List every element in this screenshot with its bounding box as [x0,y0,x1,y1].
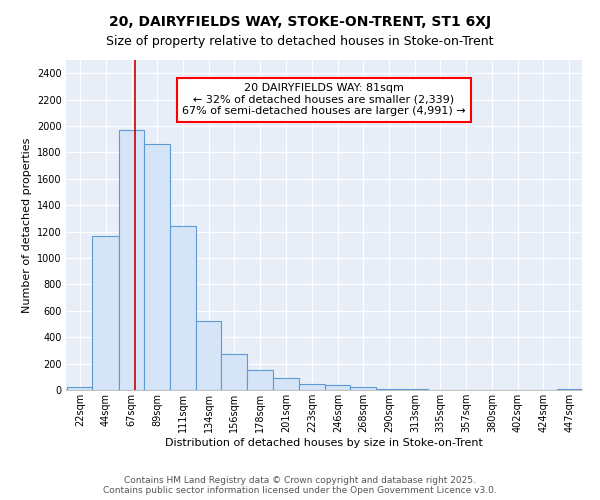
Bar [299,384,325,390]
Bar [170,226,196,390]
Text: Size of property relative to detached houses in Stoke-on-Trent: Size of property relative to detached ho… [106,35,494,48]
X-axis label: Distribution of detached houses by size in Stoke-on-Trent: Distribution of detached houses by size … [165,438,483,448]
Bar [119,130,145,390]
Bar [247,370,274,390]
Text: Contains HM Land Registry data © Crown copyright and database right 2025.
Contai: Contains HM Land Registry data © Crown c… [103,476,497,495]
Y-axis label: Number of detached properties: Number of detached properties [22,138,32,312]
Bar [92,236,119,390]
Text: 20 DAIRYFIELDS WAY: 81sqm
← 32% of detached houses are smaller (2,339)
67% of se: 20 DAIRYFIELDS WAY: 81sqm ← 32% of detac… [182,83,466,116]
Bar [557,388,582,390]
Bar [350,388,376,390]
Bar [145,144,170,390]
Text: 20, DAIRYFIELDS WAY, STOKE-ON-TRENT, ST1 6XJ: 20, DAIRYFIELDS WAY, STOKE-ON-TRENT, ST1… [109,15,491,29]
Bar [325,384,350,390]
Bar [196,322,221,390]
Bar [274,378,299,390]
Bar [221,354,247,390]
Bar [67,386,92,390]
Bar [376,388,403,390]
